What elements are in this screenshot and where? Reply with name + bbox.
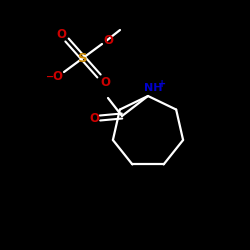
Text: O: O — [89, 112, 99, 124]
Text: S: S — [78, 52, 88, 64]
Text: NH: NH — [144, 83, 162, 93]
Text: O: O — [56, 28, 66, 40]
Text: O: O — [52, 70, 62, 84]
Text: −: − — [46, 72, 54, 82]
Text: O: O — [103, 34, 113, 48]
Text: +: + — [158, 79, 166, 89]
Text: O: O — [100, 76, 110, 88]
